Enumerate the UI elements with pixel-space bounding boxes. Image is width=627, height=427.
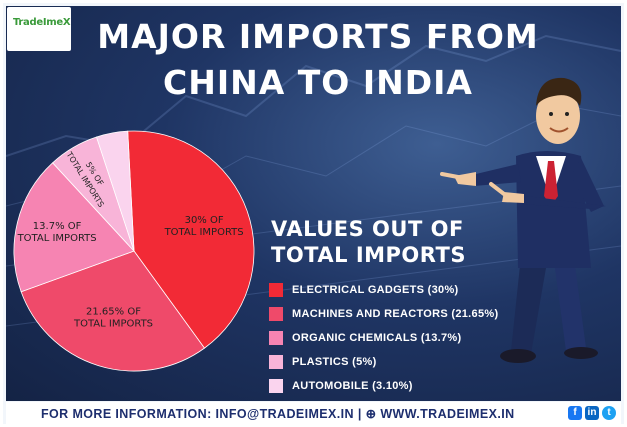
legend-label: ELECTRICAL GADGETS (30%): [292, 284, 459, 296]
tradeimex-logo: TradeImeX: [7, 7, 71, 51]
page-title-line-1: MAJOR IMPORTS FROM: [97, 17, 539, 56]
legend-item: ELECTRICAL GADGETS (30%): [269, 278, 498, 302]
pie-slice-label: 13.7% OF TOTAL IMPORTS: [17, 221, 97, 244]
pie-slice: [96, 130, 135, 252]
linkedin-icon[interactable]: in: [585, 406, 599, 420]
chart-legend: ELECTRICAL GADGETS (30%) MACHINES AND RE…: [269, 278, 498, 398]
facebook-icon[interactable]: f: [568, 406, 582, 420]
legend-item: MACHINES AND REACTORS (21.65%): [269, 302, 498, 326]
legend-swatch: [269, 307, 283, 321]
pie-slice: [20, 250, 206, 372]
pie-slice: [127, 130, 255, 349]
legend-item: PLASTICS (5%): [269, 350, 498, 374]
legend-title-line-1: VALUES OUT OF: [271, 217, 464, 241]
legend-item: ORGANIC CHEMICALS (13.7%): [269, 326, 498, 350]
businessman-illustration: [440, 77, 606, 363]
legend-swatch: [269, 283, 283, 297]
legend-label: AUTOMOBILE (3.10%): [292, 380, 413, 392]
background-panel: 30% OF TOTAL IMPORTS 21.65% OF TOTAL IMPORT…: [6, 6, 621, 401]
legend-title: VALUES OUT OF TOTAL IMPORTS: [271, 216, 491, 268]
pie-slice: [13, 162, 135, 293]
twitter-icon[interactable]: t: [602, 406, 616, 420]
pie-slice-label: 21.65% OF TOTAL IMPORTS: [73, 307, 153, 330]
legend-label: PLASTICS (5%): [292, 356, 377, 368]
legend-title-line-2: TOTAL IMPORTS: [271, 243, 466, 267]
legend-label: MACHINES AND REACTORS (21.65%): [292, 308, 499, 320]
footer-contact-text: FOR MORE INFORMATION: INFO@TRADEIMEX.IN …: [41, 407, 515, 421]
legend-swatch: [269, 379, 283, 393]
legend-item: AUTOMOBILE (3.10%): [269, 374, 498, 398]
legend-label: ORGANIC CHEMICALS (13.7%): [292, 332, 462, 344]
page-title-line-2: CHINA TO INDIA: [163, 63, 473, 102]
logo-text: TradeImeX: [13, 17, 71, 28]
pie-chart: 30% OF TOTAL IMPORTS 21.65% OF TOTAL IMPORT…: [13, 130, 255, 372]
footer-bar: FOR MORE INFORMATION: INFO@TRADEIMEX.IN …: [6, 402, 621, 424]
legend-swatch: [269, 331, 283, 345]
legend-swatch: [269, 355, 283, 369]
pie-slice-label: 30% OF TOTAL IMPORTS: [164, 215, 244, 238]
